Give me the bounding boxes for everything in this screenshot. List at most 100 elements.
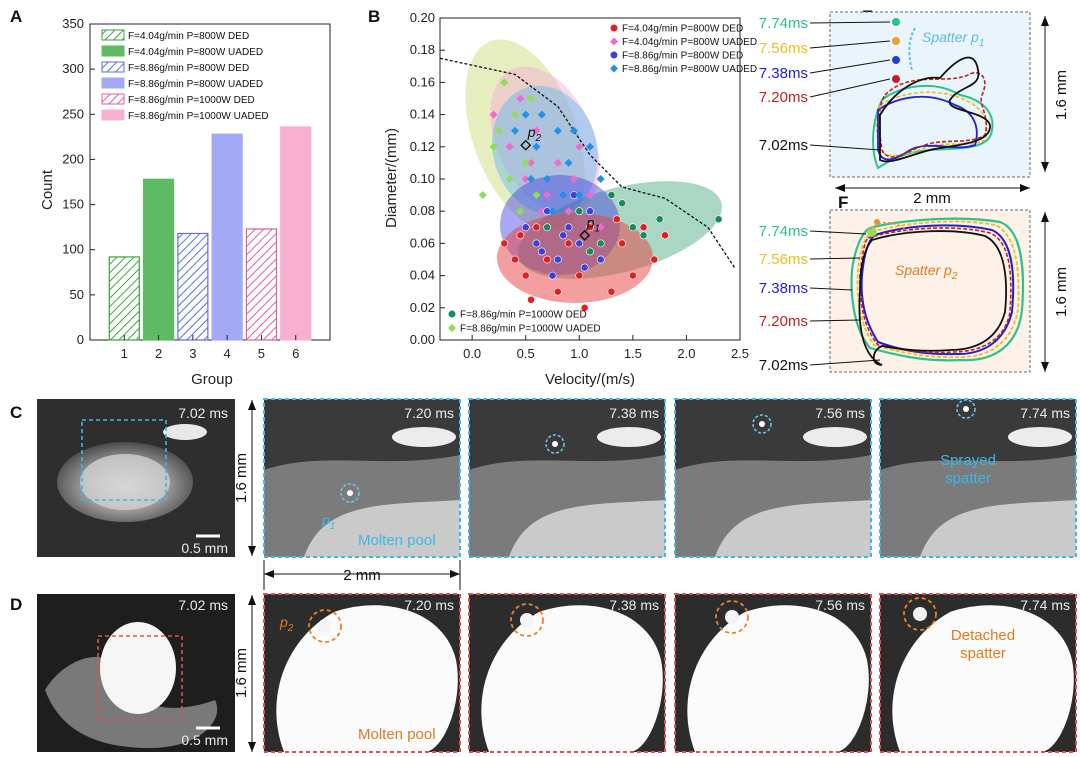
- cluster-ellipse-red: [497, 213, 653, 303]
- time-leader: [809, 319, 861, 322]
- x-tick-label-A: 5: [258, 346, 265, 361]
- bar-group-2: [142, 178, 175, 341]
- scatter-point-series-1: [527, 158, 536, 167]
- legend-entry-B: F=8.86g/min P=800W UADED: [622, 64, 757, 75]
- scatter-point-series-3: [543, 175, 552, 183]
- bar-group-5: [245, 228, 278, 341]
- y-tick-label-B: 0.12: [410, 139, 435, 154]
- time-leader: [809, 78, 891, 98]
- bar-group-1: [108, 256, 140, 341]
- legend-entry-B: F=8.86g/min P=1000W UADED: [460, 324, 601, 335]
- molten-pool-label-C: Molten pool: [358, 532, 436, 549]
- overview-image-C: 7.02 ms 0.5 mm: [37, 399, 235, 557]
- scale-v-label-C: 1.6 mm: [233, 453, 250, 503]
- plot-frame-A: [89, 23, 331, 341]
- scatter-point-series-3: [532, 142, 541, 151]
- spatter-label-E: Spatter p1: [922, 29, 984, 49]
- scatter-point-series-4: [586, 247, 594, 256]
- scatter-point-series-5: [527, 94, 536, 103]
- time-labels-F: 7.74ms 7.56ms 7.38ms 7.20ms 7.02ms: [759, 223, 881, 374]
- y-tick-label-B: 0.02: [410, 300, 435, 315]
- y-tick-label-B: 0.16: [410, 74, 435, 89]
- scatter-point-series-0: [511, 255, 519, 264]
- scatter-point-series-2: [559, 231, 568, 240]
- y-tick-label-B: 0.00: [410, 332, 435, 347]
- legend-entry-B: F=8.86g/min P=1000W DED: [460, 310, 587, 321]
- scatter-point-series-1: [596, 223, 605, 232]
- y-tick-label-B: 0.20: [410, 10, 435, 25]
- scatter-point-series-3: [553, 126, 562, 135]
- x-axis-label-A: Group: [191, 371, 233, 388]
- x-tick-label-B: 2.0: [677, 346, 695, 361]
- marker-p2: [520, 139, 532, 151]
- legend-swatch-A: [101, 61, 125, 73]
- y-tick-label-A: 350: [62, 16, 84, 31]
- scatter-point-series-0: [639, 223, 648, 232]
- scatter-point-series-3: [559, 191, 568, 200]
- legend-marker-B: [610, 37, 618, 46]
- svg-text:7.02 ms: 7.02 ms: [178, 597, 228, 613]
- spatter-circle-C: [545, 434, 565, 454]
- scatter-point-series-1: [543, 191, 552, 200]
- x-tick-label-A: 6: [292, 346, 299, 361]
- scatter-point-series-5: [532, 191, 541, 200]
- scatter-point-series-4: [607, 191, 616, 199]
- bar-group-3: [177, 232, 209, 341]
- spatter-dots-E: [892, 18, 900, 83]
- p2-label-D: p2: [279, 614, 294, 634]
- time-label: 7.20ms: [759, 313, 808, 330]
- scatter-point-series-2: [553, 255, 562, 264]
- detached-label-D: Detached: [951, 627, 1015, 644]
- frame-C-4: 7.74 ms: [879, 398, 1077, 558]
- spatter-circle-C: [752, 414, 772, 434]
- legend-marker-B: [448, 324, 456, 332]
- scatter-point-series-5: [521, 158, 530, 167]
- y-tick-label-B: 0.04: [410, 268, 435, 283]
- scatter-point-series-4: [596, 239, 605, 248]
- scatter-point-series-1: [532, 126, 541, 135]
- spatter-path-F: [869, 221, 909, 233]
- cluster-ellipse-green: [465, 39, 585, 231]
- scatter-point-series-2: [575, 239, 584, 248]
- scatter-point-series-5: [500, 78, 509, 87]
- frame-D-4: 7.74 ms: [879, 593, 1077, 753]
- frame-time-D: 7.56 ms: [815, 597, 865, 613]
- scatter-point-series-3: [511, 126, 519, 135]
- time-label: 7.38ms: [759, 280, 808, 297]
- frame-D-3: 7.56 ms: [674, 593, 872, 753]
- scatter-point-series-1: [564, 207, 573, 216]
- scatter-point-series-0: [500, 239, 509, 248]
- scatter-point-series-1: [586, 191, 594, 200]
- x-tick-label-A: 2: [155, 346, 162, 361]
- scale-v-label-D: 1.6 mm: [233, 648, 250, 698]
- scatter-point-series-1: [516, 94, 525, 103]
- frame-C-1: 7.20 ms: [263, 398, 461, 558]
- scatter-point-series-3: [586, 142, 594, 151]
- y-tick-label-B: 0.18: [410, 42, 435, 57]
- time-label: 7.74ms: [759, 223, 808, 240]
- spatter-circle-C: [956, 399, 976, 419]
- scatter-chart-B: Diameter/(mm) Velocity/(m/s) 0.00 0.02 0.0…: [383, 10, 757, 388]
- scatter-point-series-1: [505, 142, 514, 151]
- y-tick-label-B: 0.06: [410, 235, 435, 250]
- spatter-contours-E: [872, 56, 994, 170]
- legend-swatch-A: [101, 109, 125, 121]
- scatter-point-series-4: [575, 207, 584, 216]
- scatter-point-series-1: [521, 175, 530, 183]
- scatter-point-series-3: [569, 126, 578, 135]
- legend-entry-B: F=4.04g/min P=800W UADED: [622, 37, 757, 48]
- frame-time-C: 7.74 ms: [1020, 405, 1070, 421]
- scatter-point-series-5: [516, 207, 525, 216]
- y-tick-label-A: 50: [70, 287, 84, 302]
- scatter-point-series-0: [580, 303, 589, 312]
- x-tick-label-A: 1: [121, 346, 128, 361]
- x-tick-label-B: 0.0: [463, 346, 481, 361]
- frame-C-3: 7.56 ms: [674, 398, 872, 558]
- scatter-point-series-2: [548, 271, 557, 280]
- legend-marker-B: [448, 310, 456, 318]
- frame-time-D: 7.74 ms: [1020, 597, 1070, 613]
- spatter-circle-D: [510, 603, 544, 637]
- bar-chart-A: Count Group 0 50 100 150 200 250 300 350 1 2 3 4 5 6…: [39, 16, 331, 388]
- sprayed-label-C: Sprayed: [940, 452, 996, 469]
